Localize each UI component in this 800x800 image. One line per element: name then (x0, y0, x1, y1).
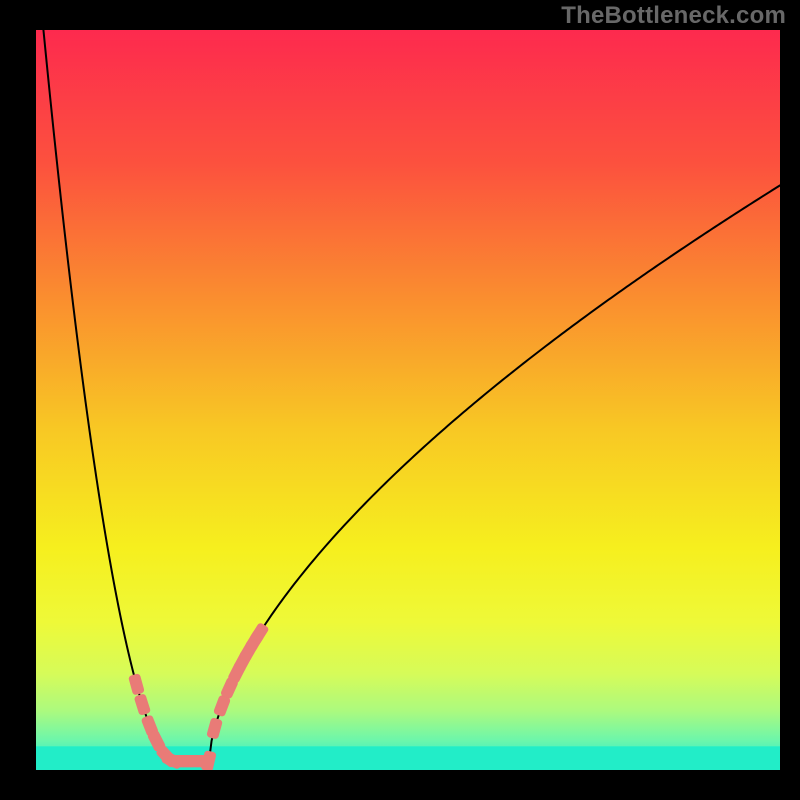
chart-root: TheBottleneck.com (0, 0, 800, 800)
plot-background (36, 30, 780, 770)
bottleneck-chart (0, 0, 800, 800)
green-strip (36, 746, 780, 770)
watermark-text: TheBottleneck.com (561, 2, 786, 30)
curve-marker (193, 755, 213, 767)
